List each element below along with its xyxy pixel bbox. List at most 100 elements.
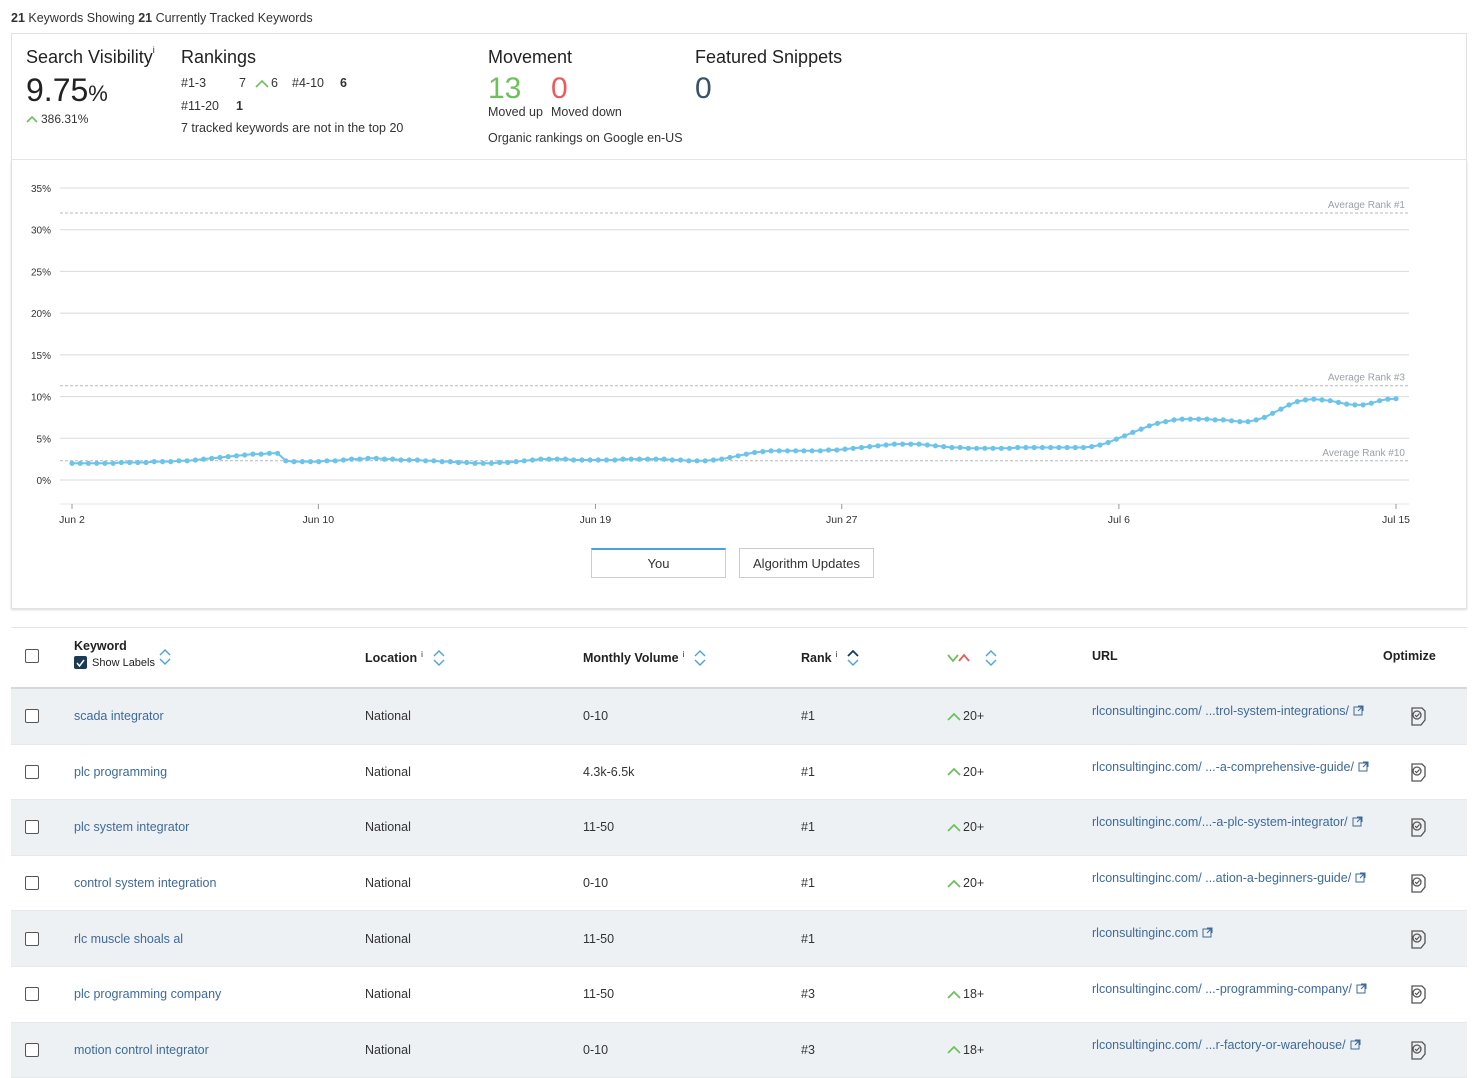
data-point	[702, 458, 708, 464]
row-checkbox[interactable]	[25, 745, 39, 800]
external-link-icon[interactable]	[1352, 816, 1363, 827]
external-link-icon[interactable]	[1350, 1039, 1361, 1050]
optimize-button[interactable]	[1408, 745, 1428, 800]
keyword-sort-icon[interactable]	[159, 648, 171, 666]
url-text[interactable]: rlconsultinginc.com/ ...r-factory-or-war…	[1092, 1037, 1346, 1052]
row-checkbox[interactable]	[25, 967, 39, 1022]
row-checkbox[interactable]	[25, 856, 39, 911]
url-text[interactable]: rlconsultinginc.com/ ...-a-comprehensive…	[1092, 759, 1354, 774]
sort-icon[interactable]	[159, 648, 171, 666]
x-tick-label: Jun 19	[580, 514, 612, 526]
rankings-row-2: #11-20 1	[181, 99, 243, 113]
y-tick-label: 0%	[37, 476, 52, 487]
data-point	[834, 447, 840, 453]
external-link-icon[interactable]	[1356, 983, 1367, 994]
tab-algorithm-updates[interactable]: Algorithm Updates	[739, 548, 874, 578]
featured-snippets-title: Featured Snippets	[695, 47, 843, 67]
info-icon[interactable]: i	[421, 649, 423, 659]
search-visibility-change: 386.31%	[26, 112, 88, 126]
show-labels-checkbox[interactable]	[74, 656, 87, 669]
volume-cell: 4.3k-6.5k	[583, 764, 635, 779]
row-checkbox[interactable]	[25, 1023, 39, 1078]
data-point	[1237, 419, 1243, 425]
optimize-icon[interactable]	[1408, 1039, 1428, 1061]
external-link-icon[interactable]	[1358, 761, 1369, 772]
optimize-icon[interactable]	[1408, 816, 1428, 838]
keyword-link[interactable]: rlc muscle shoals al	[74, 931, 184, 946]
url-link[interactable]: rlconsultinginc.com/ ...-a-comprehensive…	[1092, 745, 1369, 800]
data-point	[1130, 429, 1136, 435]
url-text[interactable]: rlconsultinginc.com/...-a-plc-system-int…	[1092, 815, 1348, 830]
table-body: scada integrator National 0-10 #1 20+ rlconsu…	[11, 689, 1467, 1078]
sort-icon[interactable]	[694, 649, 706, 667]
sort-icon[interactable]	[847, 649, 859, 667]
optimize-button[interactable]	[1408, 800, 1428, 855]
keyword-link[interactable]: plc programming company	[74, 987, 222, 1002]
arrow-up-icon	[947, 1046, 961, 1054]
external-link-icon[interactable]	[1353, 705, 1364, 716]
data-point	[184, 458, 190, 464]
optimize-icon[interactable]	[1408, 983, 1428, 1005]
sort-icon[interactable]	[985, 649, 997, 667]
table-row: control system integration National 0-10 #1…	[11, 856, 1467, 912]
info-icon[interactable]: i	[682, 649, 685, 659]
data-point	[1048, 444, 1054, 451]
row-checkbox[interactable]	[25, 800, 39, 855]
keyword-link[interactable]: plc programming	[74, 764, 168, 779]
optimize-icon[interactable]	[1408, 872, 1428, 894]
data-point	[653, 456, 659, 462]
data-point	[1294, 399, 1300, 405]
optimize-button[interactable]	[1408, 967, 1428, 1022]
row-checkbox[interactable]	[25, 689, 39, 744]
url-link[interactable]: rlconsultinginc.com/ ...-programming-com…	[1092, 967, 1367, 1022]
data-point	[694, 458, 700, 464]
url-link[interactable]: rlconsultinginc.com	[1092, 911, 1213, 966]
info-icon[interactable]: i	[152, 45, 155, 55]
optimize-button[interactable]	[1408, 689, 1428, 744]
url-text[interactable]: rlconsultinginc.com/ ...trol-system-inte…	[1092, 704, 1350, 718]
optimize-icon[interactable]	[1408, 928, 1428, 950]
url-link[interactable]: rlconsultinginc.com/ ...trol-system-inte…	[1092, 689, 1364, 744]
rank-cell: #3	[801, 987, 815, 1002]
keyword-link[interactable]: plc system integrator	[74, 820, 190, 835]
select-all-checkbox[interactable]	[25, 649, 39, 663]
row-checkbox[interactable]	[25, 911, 39, 966]
show-labels-label: Show Labels	[92, 656, 155, 669]
data-point	[1253, 417, 1259, 423]
data-point	[472, 460, 478, 466]
keyword-link[interactable]: control system integration	[74, 876, 217, 891]
url-link[interactable]: rlconsultinginc.com/ ...ation-a-beginner…	[1092, 856, 1366, 911]
optimize-icon[interactable]	[1408, 705, 1428, 727]
keyword-link[interactable]: scada integrator	[74, 709, 164, 724]
tab-you[interactable]: You	[591, 548, 726, 578]
sort-icon[interactable]	[433, 649, 445, 667]
data-point	[1039, 444, 1045, 451]
optimize-button[interactable]	[1408, 911, 1428, 966]
tracked-text: Currently Tracked Keywords	[155, 11, 313, 25]
x-tick-label: Jun 2	[59, 514, 85, 526]
data-point	[349, 456, 355, 462]
optimize-button[interactable]	[1408, 856, 1428, 911]
url-text[interactable]: rlconsultinginc.com/ ...-programming-com…	[1092, 981, 1352, 996]
data-point	[275, 450, 281, 456]
data-point	[521, 458, 527, 464]
optimize-button[interactable]	[1408, 1023, 1428, 1078]
url-text[interactable]: rlconsultinginc.com	[1092, 926, 1199, 941]
optimize-icon[interactable]	[1408, 761, 1428, 783]
show-labels-toggle[interactable]: Show Labels	[74, 656, 155, 669]
external-link-icon[interactable]	[1202, 927, 1213, 938]
rank-change-cell: 18+	[947, 967, 984, 1022]
url-link[interactable]: rlconsultinginc.com/...-a-plc-system-int…	[1092, 800, 1363, 855]
external-link-icon[interactable]	[1355, 872, 1366, 883]
data-point	[826, 447, 832, 453]
data-point	[1154, 420, 1161, 426]
data-point	[941, 444, 947, 450]
url-link[interactable]: rlconsultinginc.com/ ...r-factory-or-war…	[1092, 1023, 1361, 1078]
data-point	[1097, 442, 1103, 448]
search-visibility-title: Search Visibilityi	[26, 45, 155, 67]
url-text[interactable]: rlconsultinginc.com/ ...ation-a-beginner…	[1092, 870, 1352, 885]
optimize-header: Optimize	[1383, 649, 1436, 663]
info-icon[interactable]: i	[835, 649, 838, 659]
data-point	[439, 459, 445, 465]
keyword-link[interactable]: motion control integrator	[74, 1042, 209, 1057]
